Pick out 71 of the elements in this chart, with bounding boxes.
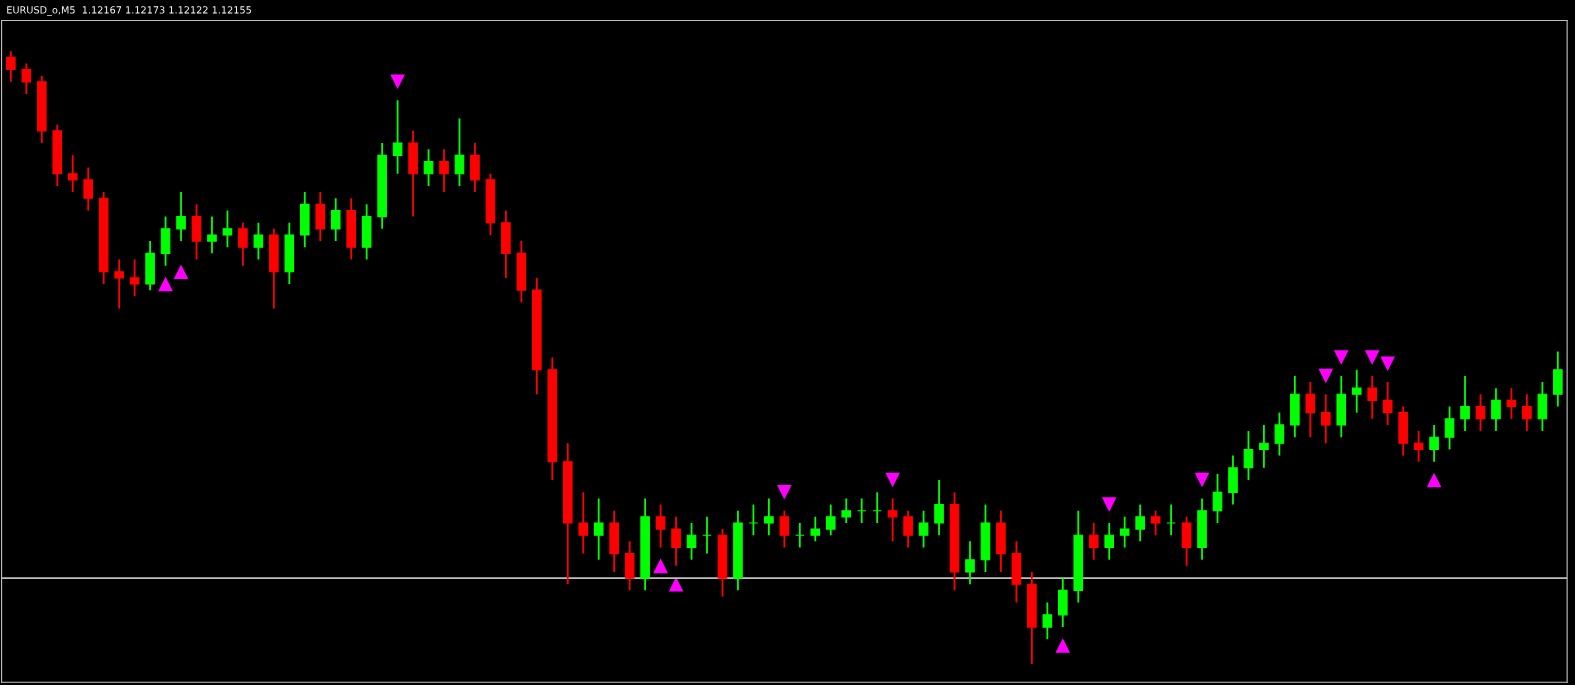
candlestick: [918, 509, 929, 549]
candlestick: [1444, 405, 1455, 451]
point: [1055, 638, 1071, 653]
point: [777, 485, 792, 500]
point: [158, 276, 173, 292]
candlestick: [825, 503, 836, 537]
point: [1101, 497, 1117, 512]
candlestick: [253, 221, 264, 261]
candlestick: [83, 166, 94, 212]
candlestick: [593, 497, 604, 561]
candlestick: [887, 497, 898, 543]
candlestick: [1413, 430, 1424, 463]
candlestick: [1042, 601, 1053, 641]
candlestick: [1243, 430, 1254, 481]
candlestick: [1320, 393, 1331, 445]
candlestick: [1351, 368, 1362, 414]
candlestick: [748, 503, 759, 537]
candlestick: [1088, 522, 1099, 561]
candlestick: [1475, 393, 1486, 432]
candlestick: [1367, 375, 1378, 420]
candlestick: [392, 99, 403, 175]
candlestick: [671, 515, 681, 567]
point: [668, 576, 684, 592]
point: [1364, 350, 1380, 365]
candlestick: [114, 258, 124, 310]
candlestick: [207, 215, 217, 255]
candlestick: [129, 258, 140, 298]
point: [390, 74, 405, 90]
candlestick: [1119, 515, 1130, 549]
candlestick: [1104, 522, 1115, 561]
candlestick: [439, 148, 449, 194]
candlestick: [238, 221, 248, 267]
candlestick: [222, 209, 233, 249]
candlestick: [1259, 424, 1269, 469]
candlestick: [1491, 387, 1501, 432]
candlestick: [1305, 381, 1316, 439]
candlestick: [1135, 503, 1145, 543]
point: [1380, 356, 1395, 371]
candlestick: [934, 479, 944, 537]
point: [173, 264, 189, 280]
candlestick: [686, 522, 697, 561]
candlestick: [841, 497, 852, 524]
candlestick: [454, 117, 465, 187]
point: [653, 558, 668, 574]
point: [885, 472, 900, 488]
candlestick: [779, 509, 790, 549]
candlestick: [1506, 387, 1517, 420]
candlestick: [21, 62, 32, 95]
candlestick: [1274, 411, 1285, 457]
candlestick: [578, 491, 589, 555]
candlestick: [965, 540, 975, 586]
point: [1426, 472, 1442, 488]
candlestick: [1522, 393, 1532, 432]
point: [1194, 472, 1210, 488]
candlestick: [330, 197, 341, 243]
point: [1333, 350, 1349, 365]
point: [1318, 368, 1334, 384]
candlestick: [1150, 509, 1161, 537]
candlestick: [1382, 381, 1393, 426]
candlestick: [903, 509, 913, 549]
candlestick: [810, 515, 821, 543]
candlestick: [655, 503, 666, 549]
candlestick: [1460, 375, 1470, 432]
candlestick: [6, 50, 16, 83]
candlestick: [176, 191, 186, 243]
candlestick: [1212, 473, 1223, 524]
candlestick: [423, 148, 434, 187]
chart-title: EURUSD_o,M5 1.12167 1.12173 1.12122 1.12155: [7, 6, 251, 16]
candlestick: [764, 497, 774, 537]
candlestick: [1429, 424, 1439, 463]
candlestick: [67, 154, 78, 194]
